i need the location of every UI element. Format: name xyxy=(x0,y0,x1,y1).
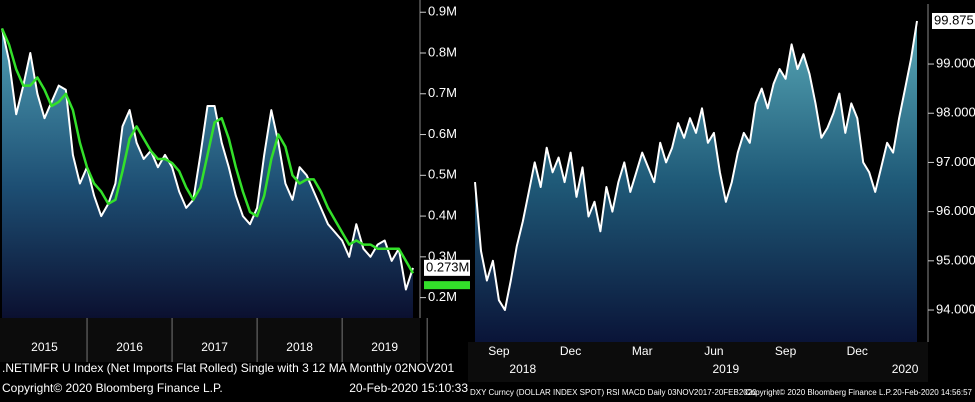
x-tick-label: Dec xyxy=(560,344,581,358)
y-tick-label: 0.2M xyxy=(428,289,457,304)
x-tick-label: Jun xyxy=(704,344,723,358)
footer-timestamp: 20-Feb-2020 14:56:57 xyxy=(893,388,973,397)
x-axis-band xyxy=(468,342,928,382)
y-tick-label: 94.000 xyxy=(936,301,975,316)
y-tick-label: 0.5M xyxy=(428,167,457,182)
x-tick-label: 2018 xyxy=(286,340,313,354)
y-tick-label: 0.4M xyxy=(428,208,457,223)
footer-copyright: Copyright© 2020 Bloomberg Finance L.P. xyxy=(2,381,223,395)
line xyxy=(1,28,414,291)
x-group-label: 2019 xyxy=(713,362,740,376)
x-tick-label: Sep xyxy=(488,344,510,358)
footer-note: .NETIMFR U Index (Net Imports Flat Rolle… xyxy=(2,361,454,375)
x-tick-label: Dec xyxy=(847,344,868,358)
y-tick-label: 96.000 xyxy=(936,203,975,218)
x-tick-label: Sep xyxy=(775,344,797,358)
footer-note: DXY Curncy (DOLLAR INDEX SPOT) RSI MACD … xyxy=(470,388,757,397)
last-value-label: 0.273M xyxy=(426,259,469,274)
last-value-tag xyxy=(424,259,470,276)
x-group-label: 2018 xyxy=(509,362,536,376)
y-tick-label: 98.000 xyxy=(936,105,975,120)
y-tick-label: 0.6M xyxy=(428,126,457,141)
line xyxy=(0,28,415,274)
x-tick-label: Mar xyxy=(632,344,653,358)
line xyxy=(474,20,918,311)
x-tick-label: 2016 xyxy=(116,340,143,354)
y-tick-label: 0.8M xyxy=(428,44,457,59)
y-tick-label: 0.9M xyxy=(428,4,457,19)
area xyxy=(2,28,413,318)
y-tick-label: 0.3M xyxy=(428,248,457,263)
footer-copyright: Copyright© 2020 Bloomberg Finance L.P. xyxy=(745,388,892,397)
y-tick-label: 0.7M xyxy=(428,85,457,100)
y-tick-label: 99.000 xyxy=(936,55,975,70)
y-tick-label: 95.000 xyxy=(936,252,975,267)
footer-timestamp: 20-Feb-2020 15:10:33 xyxy=(349,381,468,395)
x-group-label: 2020 xyxy=(892,362,919,376)
x-tick-label: 2015 xyxy=(31,340,58,354)
x-tick-label: 2019 xyxy=(371,340,398,354)
x-tick-label: 2017 xyxy=(201,340,228,354)
area xyxy=(475,21,917,342)
last-value-label: 99.875 xyxy=(934,12,974,27)
last-value-tag xyxy=(424,281,470,290)
y-tick-label: 97.000 xyxy=(936,154,975,169)
x-axis-band xyxy=(0,318,420,362)
last-value-tag xyxy=(932,12,975,29)
